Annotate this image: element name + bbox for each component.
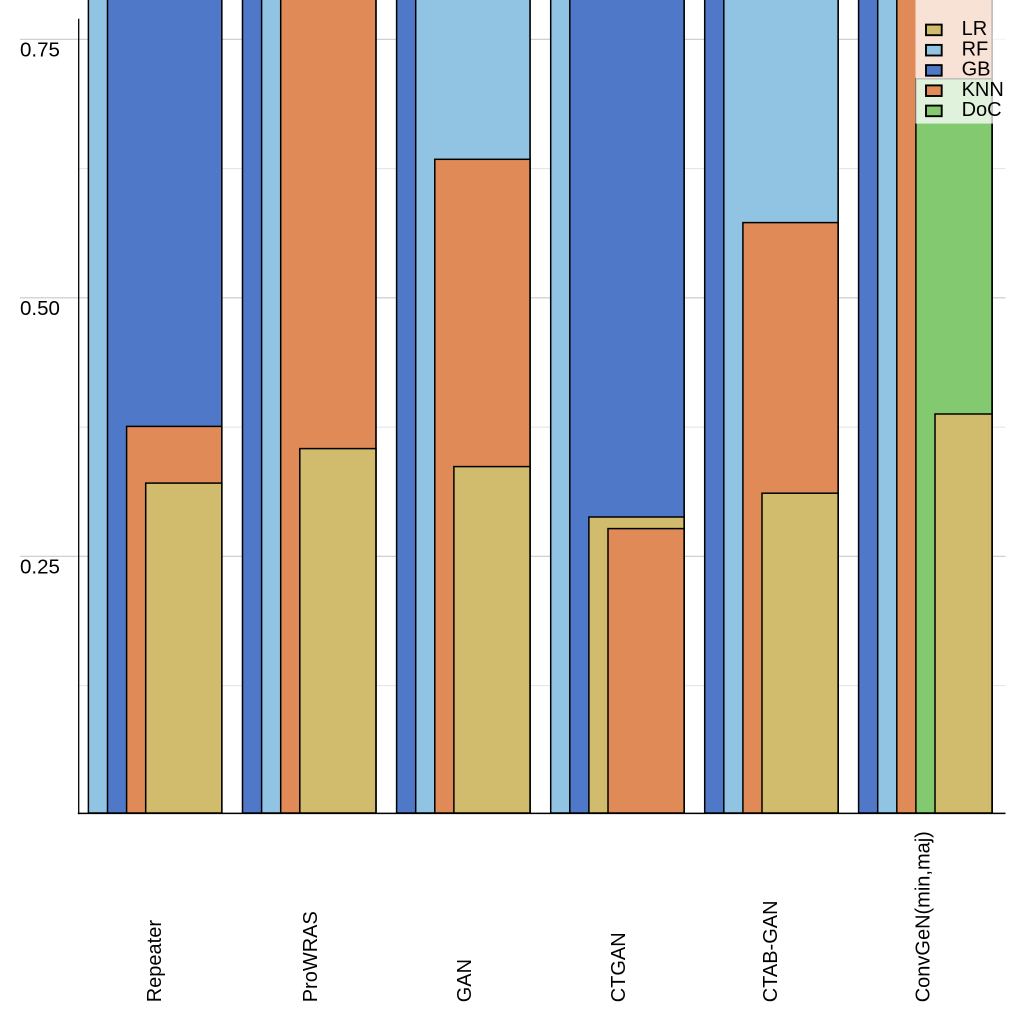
svg-text:KNN: KNN bbox=[962, 79, 1004, 101]
svg-text:RF: RF bbox=[962, 39, 989, 61]
svg-text:DoC: DoC bbox=[962, 99, 1002, 121]
svg-text:LR: LR bbox=[962, 18, 988, 40]
svg-text:0.75: 0.75 bbox=[20, 38, 60, 61]
svg-text:Repeater: Repeater bbox=[144, 920, 166, 1003]
svg-text:ProWRAS: ProWRAS bbox=[300, 911, 322, 1002]
svg-text:GB: GB bbox=[962, 59, 991, 81]
svg-text:0.50: 0.50 bbox=[20, 297, 60, 320]
svg-text:0.25: 0.25 bbox=[20, 555, 60, 578]
svg-text:CTGAN: CTGAN bbox=[608, 932, 630, 1002]
svg-text:GAN: GAN bbox=[454, 959, 476, 1002]
svg-text:ConvGeN(min,maj): ConvGeN(min,maj) bbox=[913, 831, 935, 1002]
svg-text:CTAB-GAN: CTAB-GAN bbox=[760, 900, 782, 1002]
